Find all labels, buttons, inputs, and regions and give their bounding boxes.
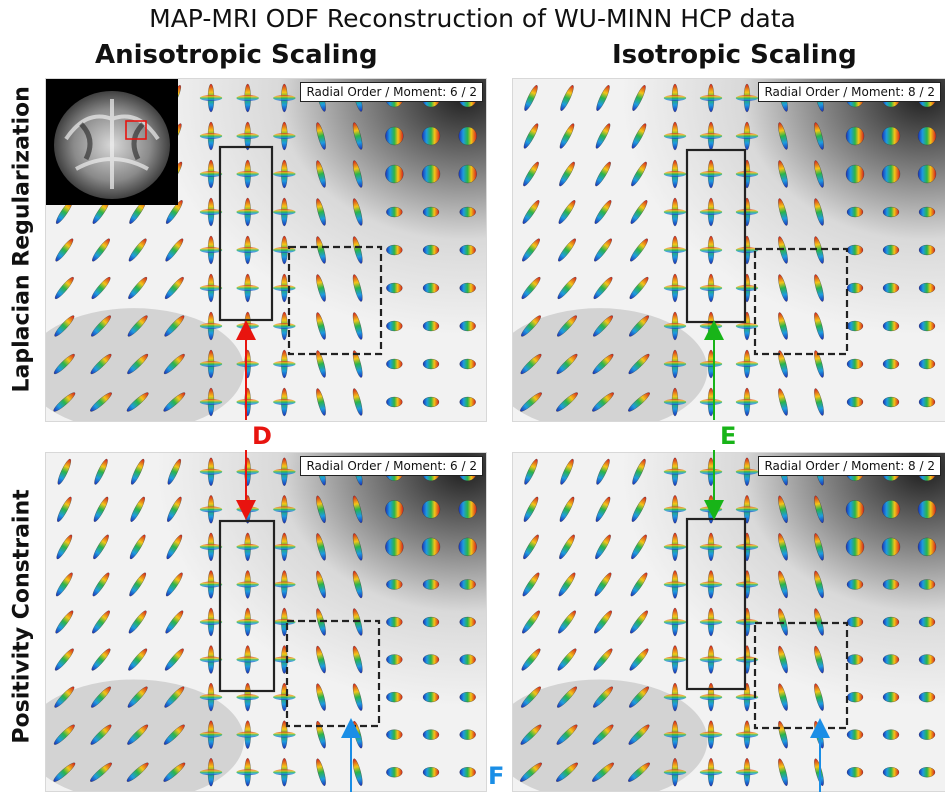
annotation-label-e: E — [720, 422, 737, 450]
panel-positivity-isotropic — [512, 452, 945, 792]
annotation-label-f: F — [488, 762, 505, 790]
roi-marker — [125, 120, 147, 140]
radial-order-badge: Radial Order / Moment: 6 / 2 — [300, 456, 483, 476]
annotation-label-d: D — [252, 422, 272, 450]
column-title-anisotropic: Anisotropic Scaling — [95, 40, 378, 70]
radial-order-badge: Radial Order / Moment: 8 / 2 — [758, 456, 941, 476]
column-title-isotropic: Isotropic Scaling — [612, 40, 857, 70]
figure-title: MAP-MRI ODF Reconstruction of WU-MINN HC… — [149, 4, 796, 33]
panel-laplacian-isotropic — [512, 78, 945, 422]
brain-slice-inset — [46, 79, 178, 205]
radial-order-badge: Radial Order / Moment: 8 / 2 — [758, 82, 941, 102]
panel-positivity-anisotropic — [45, 452, 487, 792]
radial-order-badge: Radial Order / Moment: 6 / 2 — [300, 82, 483, 102]
